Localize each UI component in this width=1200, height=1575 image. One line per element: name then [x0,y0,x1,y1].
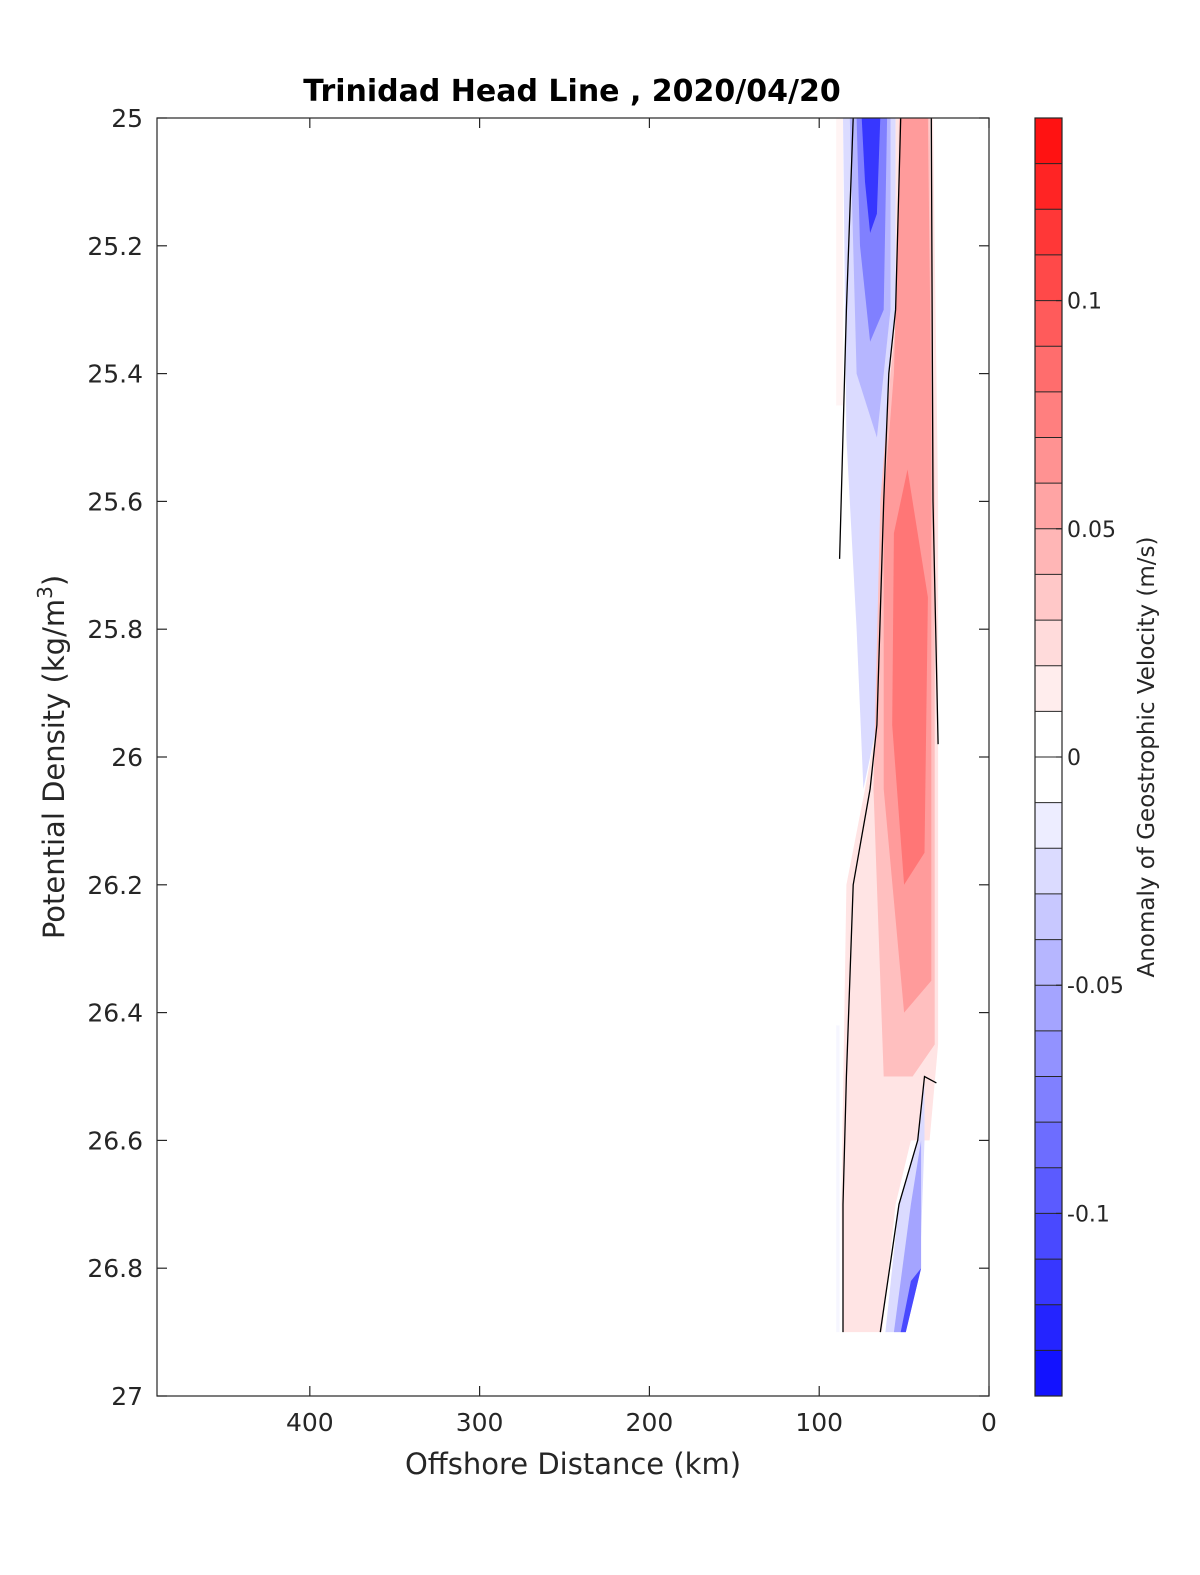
field-region-upper_negative_jet_core [856,118,888,342]
y-tick-label: 26.6 [87,1126,143,1155]
y-tick-label: 25.4 [87,360,143,389]
x-axis: 400 300 200 100 0 [286,118,997,1437]
y-axis-label: Potential Density (kg/m3) [33,575,71,939]
y-axis-label-close: ) [37,575,71,586]
y-tick-label: 25.2 [87,232,143,261]
zero-contour-0 [838,118,854,559]
y-axis: 25 25.2 25.4 25.6 25.8 26 26.2 26.4 26.6 26.8 27 [87,104,989,1411]
colorbar-swatch [1035,939,1062,986]
zero-contours [838,118,939,1333]
colorbar-tick-label: 0.1 [1067,290,1102,315]
colorbar-tick-label: -0.1 [1067,1202,1110,1227]
colorbar-swatch [1035,209,1062,256]
y-tick-label: 26.8 [87,1254,143,1283]
zero-contour-1 [842,118,902,1333]
colorbar-swatch [1035,391,1062,438]
colorbar-swatch [1035,437,1062,484]
colorbar-swatch [1035,528,1062,575]
colorbar-swatch [1035,1167,1062,1214]
field-region-positive_band_core [892,469,928,885]
colorbar-axis: 0.1 0.05 0 -0.05 -0.1 [1056,290,1124,1227]
y-axis-label-superscript: 3 [33,586,57,599]
colorbar-swatch [1035,1076,1062,1123]
field-region-offshore_weak_positive [836,118,843,406]
colorbar-swatch [1035,757,1062,804]
colorbar-swatch [1035,1350,1062,1397]
colorbar-swatch [1035,893,1062,941]
y-tick-label: 26 [111,743,143,772]
y-tick-label: 25.8 [87,615,143,644]
colorbar-swatch [1035,346,1062,393]
colorbar-swatch [1035,254,1062,302]
colorbar-swatch [1035,665,1062,712]
field-region-lower_offshore_negative [836,1025,840,1333]
colorbar-swatch [1035,848,1062,895]
x-tick-label: 300 [456,1408,504,1437]
colorbar-label: Anomaly of Geostrophic Velocity (m/s) [1134,537,1160,978]
field-region-upper_negative_jet_max [861,118,881,233]
colorbar-swatch [1035,163,1062,210]
colorbar-swatch [1035,620,1062,667]
colorbar [1035,118,1062,1397]
zero-contour-2 [930,118,939,745]
colorbar-swatch [1035,985,1062,1032]
y-tick-label: 25 [111,104,143,133]
colorbar-swatch [1035,483,1062,530]
x-tick-label: 200 [626,1408,674,1437]
colorbar-tick-label: -0.05 [1067,974,1124,999]
colorbar-swatch [1035,711,1062,758]
velocity-field [836,118,939,1333]
colorbar-swatch [1035,1304,1062,1351]
y-tick-label: 27 [111,1382,143,1411]
y-tick-label: 25.6 [87,487,143,516]
x-tick-label: 0 [981,1408,997,1437]
colorbar-swatch [1035,1259,1062,1306]
chart-title: Trinidad Head Line , 2020/04/20 [303,74,840,109]
x-tick-label: 100 [795,1408,843,1437]
colorbar-swatch [1035,300,1062,347]
colorbar-swatch [1035,1122,1062,1169]
colorbar-swatch [1035,1030,1062,1077]
zero-contour-3 [879,1075,937,1333]
colorbar-tick-label: 0.05 [1067,518,1116,543]
colorbar-tick-label: 0 [1067,746,1081,771]
colorbar-swatch [1035,574,1062,621]
y-axis-label-main: Potential Density (kg/m [37,599,71,939]
colorbar-swatch [1035,1213,1062,1260]
y-tick-label: 26.4 [87,999,143,1028]
field-region-coastal_negative_core [900,1268,922,1333]
colorbar-swatch [1035,118,1062,165]
x-tick-label: 400 [286,1408,334,1437]
colorbar-swatch [1035,802,1062,849]
x-axis-label: Offshore Distance (km) [405,1447,741,1481]
y-tick-label: 26.2 [87,871,143,900]
